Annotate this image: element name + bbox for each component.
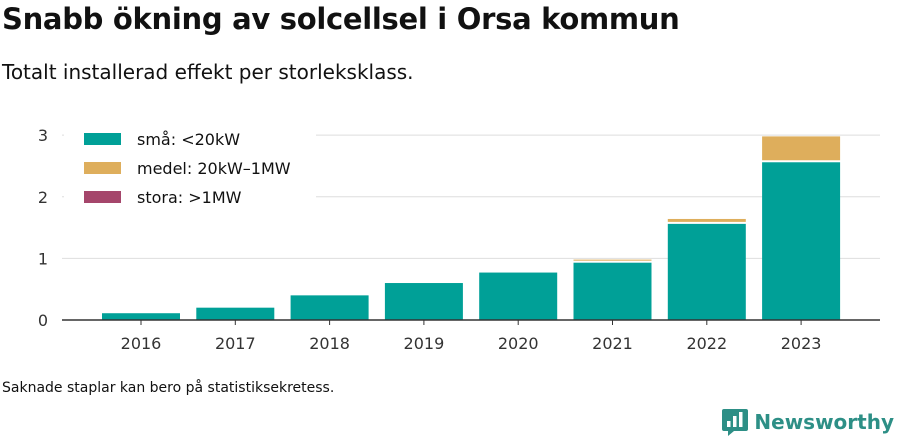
y-tick-label: 1 [38,249,48,268]
legend-swatch [84,133,121,145]
bar-2017-series-0 [196,307,275,320]
x-tick-label: 2017 [215,334,256,353]
bars [102,136,841,320]
bar-2018-series-0 [290,295,369,320]
y-tick-label: 0 [38,311,48,330]
bar-chart-speech-bubble-icon [722,409,749,436]
bar-2022-series-1 [667,218,746,222]
x-tick-label: 2016 [121,334,162,353]
legend: små: <20kW medel: 20kW–1MW stora: >1MW [64,125,316,217]
bar-chart: 0 1 2 3 2016 2017 2018 2019 2020 2021 2022 2023 sm… [38,125,880,353]
bar-2020-series-0 [479,272,558,320]
legend-label: medel: 20kW–1MW [137,159,291,178]
x-tick-label: 2022 [686,334,727,353]
y-axis-ticks: 0 1 2 3 [38,126,48,330]
bar-2021-series-0 [573,262,652,320]
x-tick-label: 2018 [309,334,350,353]
chart-subtitle: Totalt installerad effekt per storlekskl… [2,60,414,84]
x-tick-label: 2023 [781,334,822,353]
bar-2019-series-0 [384,283,463,320]
legend-label: stora: >1MW [137,188,242,207]
chart-title: Snabb ökning av solcellsel i Orsa kommun [2,2,680,36]
x-tick-label: 2020 [498,334,539,353]
x-tick-label: 2021 [592,334,633,353]
legend-label: små: <20kW [137,130,240,149]
brand-name: Newsworthy [754,410,894,434]
legend-swatch [84,191,121,203]
bar-2021-series-1 [573,259,652,261]
legend-swatch [84,162,121,174]
y-tick-label: 3 [38,126,48,145]
bar-2023-series-1 [762,136,841,161]
bar-2016-series-0 [102,313,180,320]
bar-2023-series-0 [762,162,841,320]
bar-2022-series-0 [667,223,746,320]
x-axis-ticks: 2016 2017 2018 2019 2020 2021 2022 2023 [121,320,822,353]
x-tick-label: 2019 [404,334,445,353]
brand[interactable]: Newsworthy [721,407,894,437]
footnote: Saknade staplar kan bero på statistiksek… [2,380,335,396]
y-tick-label: 2 [38,188,48,207]
